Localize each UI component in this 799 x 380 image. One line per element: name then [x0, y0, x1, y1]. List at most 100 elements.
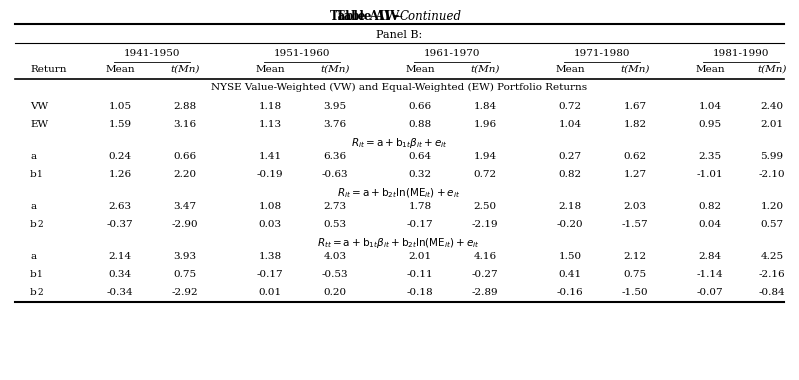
Text: -1.57: -1.57 — [622, 220, 648, 229]
Text: -0.19: -0.19 — [256, 170, 284, 179]
Text: -0.84: -0.84 — [759, 288, 785, 297]
Text: -2.16: -2.16 — [759, 270, 785, 279]
Text: 1961-1970: 1961-1970 — [423, 49, 480, 58]
Text: -0.34: -0.34 — [107, 288, 133, 297]
Text: 0.57: 0.57 — [761, 220, 784, 229]
Text: 0.01: 0.01 — [258, 288, 281, 297]
Text: 0.75: 0.75 — [173, 270, 197, 279]
Text: b: b — [30, 170, 37, 179]
Text: 3.16: 3.16 — [173, 120, 197, 129]
Text: 2.88: 2.88 — [173, 102, 197, 111]
Text: -1.14: -1.14 — [697, 270, 723, 279]
Text: 1.84: 1.84 — [474, 102, 496, 111]
Text: 2.01: 2.01 — [408, 252, 431, 261]
Text: 2: 2 — [37, 288, 42, 297]
Text: -0.63: -0.63 — [322, 170, 348, 179]
Text: VW: VW — [30, 102, 48, 111]
Text: -0.17: -0.17 — [407, 220, 433, 229]
Text: Continued: Continued — [400, 10, 462, 23]
Text: Mean: Mean — [105, 65, 135, 74]
Text: 3.47: 3.47 — [173, 202, 197, 211]
Text: 1.04: 1.04 — [559, 120, 582, 129]
Text: Panel B:: Panel B: — [376, 30, 422, 40]
Text: 1951-1960: 1951-1960 — [274, 49, 330, 58]
Text: Table AIV: Table AIV — [336, 10, 400, 23]
Text: 1.50: 1.50 — [559, 252, 582, 261]
Text: 1.96: 1.96 — [474, 120, 496, 129]
Text: 2.73: 2.73 — [324, 202, 347, 211]
Text: 1.41: 1.41 — [258, 152, 281, 161]
Text: -2.10: -2.10 — [759, 170, 785, 179]
Text: 4.16: 4.16 — [474, 252, 496, 261]
Text: -0.07: -0.07 — [697, 288, 723, 297]
Text: NYSE Value-Weighted (VW) and Equal-Weighted (EW) Portfolio Returns: NYSE Value-Weighted (VW) and Equal-Weigh… — [211, 83, 587, 92]
Text: 3.93: 3.93 — [173, 252, 197, 261]
Text: -2.89: -2.89 — [471, 288, 499, 297]
Text: 2.18: 2.18 — [559, 202, 582, 211]
Text: 0.72: 0.72 — [559, 102, 582, 111]
Text: 0.03: 0.03 — [258, 220, 281, 229]
Text: -2.92: -2.92 — [172, 288, 198, 297]
Text: -0.17: -0.17 — [256, 270, 284, 279]
Text: 0.88: 0.88 — [408, 120, 431, 129]
Text: 1.08: 1.08 — [258, 202, 281, 211]
Text: 1.82: 1.82 — [623, 120, 646, 129]
Text: t(Mn): t(Mn) — [757, 65, 787, 74]
Text: Return: Return — [30, 65, 66, 74]
Text: Mean: Mean — [405, 65, 435, 74]
Text: 1.26: 1.26 — [109, 170, 132, 179]
Text: 1.59: 1.59 — [109, 120, 132, 129]
Text: 0.34: 0.34 — [109, 270, 132, 279]
Text: EW: EW — [30, 120, 48, 129]
Text: 0.62: 0.62 — [623, 152, 646, 161]
Text: 2.84: 2.84 — [698, 252, 721, 261]
Text: 0.53: 0.53 — [324, 220, 347, 229]
Text: 1941-1950: 1941-1950 — [124, 49, 181, 58]
Text: 0.95: 0.95 — [698, 120, 721, 129]
Text: -0.20: -0.20 — [557, 220, 583, 229]
Text: a: a — [30, 152, 36, 161]
Text: $R_{it} = \mathrm{a} + \mathrm{b}_{1t}\beta_{it} + e_{it}$: $R_{it} = \mathrm{a} + \mathrm{b}_{1t}\b… — [351, 136, 447, 150]
Text: Mean: Mean — [555, 65, 585, 74]
Text: 1.18: 1.18 — [258, 102, 281, 111]
Text: 2: 2 — [37, 220, 42, 229]
Text: b: b — [30, 270, 37, 279]
Text: 1.13: 1.13 — [258, 120, 281, 129]
Text: 2.03: 2.03 — [623, 202, 646, 211]
Text: -0.16: -0.16 — [557, 288, 583, 297]
Text: 3.95: 3.95 — [324, 102, 347, 111]
Text: a: a — [30, 202, 36, 211]
Text: 1.38: 1.38 — [258, 252, 281, 261]
Text: 0.66: 0.66 — [408, 102, 431, 111]
Text: 2.63: 2.63 — [109, 202, 132, 211]
Text: b: b — [30, 220, 37, 229]
Text: Mean: Mean — [695, 65, 725, 74]
Text: 2.50: 2.50 — [474, 202, 496, 211]
Text: 6.36: 6.36 — [324, 152, 347, 161]
Text: 2.40: 2.40 — [761, 102, 784, 111]
Text: 0.64: 0.64 — [408, 152, 431, 161]
Text: 1.04: 1.04 — [698, 102, 721, 111]
Text: -0.27: -0.27 — [471, 270, 499, 279]
Text: -1.01: -1.01 — [697, 170, 723, 179]
Text: 1.78: 1.78 — [408, 202, 431, 211]
Text: 0.04: 0.04 — [698, 220, 721, 229]
Text: $R_{tt} = \mathrm{a} + \mathrm{b}_{1t}\beta_{it} + \mathrm{b}_{2t}\ln(\mathrm{ME: $R_{tt} = \mathrm{a} + \mathrm{b}_{1t}\b… — [317, 236, 480, 250]
Text: Mean: Mean — [255, 65, 284, 74]
Text: 2.20: 2.20 — [173, 170, 197, 179]
Text: t(Mn): t(Mn) — [471, 65, 499, 74]
Text: 2.14: 2.14 — [109, 252, 132, 261]
Text: 1.27: 1.27 — [623, 170, 646, 179]
Text: 1971-1980: 1971-1980 — [574, 49, 630, 58]
Text: 0.24: 0.24 — [109, 152, 132, 161]
Text: 1: 1 — [37, 270, 43, 279]
Text: -0.18: -0.18 — [407, 288, 433, 297]
Text: t(Mn): t(Mn) — [320, 65, 350, 74]
Text: 2.01: 2.01 — [761, 120, 784, 129]
Text: 2.12: 2.12 — [623, 252, 646, 261]
Text: 4.25: 4.25 — [761, 252, 784, 261]
Text: 0.41: 0.41 — [559, 270, 582, 279]
Text: 1.67: 1.67 — [623, 102, 646, 111]
Text: 1.94: 1.94 — [474, 152, 496, 161]
Text: a: a — [30, 252, 36, 261]
